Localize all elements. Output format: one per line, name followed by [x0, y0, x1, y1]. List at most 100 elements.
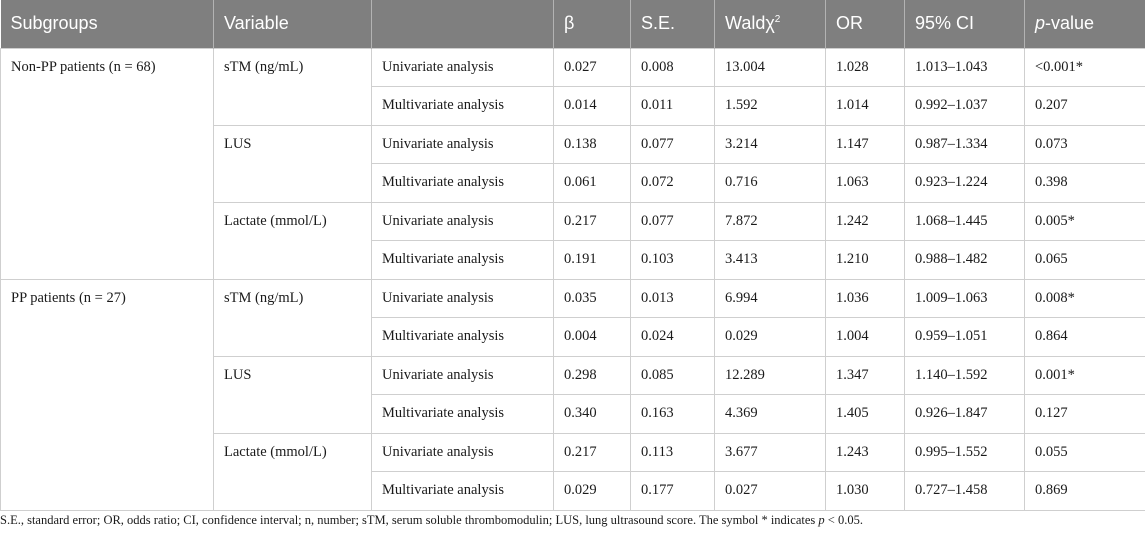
wald-cell: 12.289: [714, 355, 826, 395]
regression-table: Subgroups Variable β S.E. Waldχ2 OR 95% …: [0, 0, 1145, 511]
header-wald: Waldχ2: [714, 0, 826, 48]
analysis-cell: Multivariate analysis: [371, 394, 554, 434]
or-cell: 1.210: [825, 240, 905, 280]
header-wald-superscript: 2: [774, 14, 781, 26]
wald-cell: 0.029: [714, 317, 826, 357]
p-cell: 0.207: [1024, 86, 1145, 126]
beta-cell: 0.004: [553, 317, 631, 357]
wald-cell: 0.027: [714, 471, 826, 511]
beta-cell: 0.029: [553, 471, 631, 511]
p-cell: 0.864: [1024, 317, 1145, 357]
se-cell: 0.008: [630, 47, 715, 87]
variable-cell: sTM (ng/mL): [213, 278, 372, 357]
ci-cell: 0.959–1.051: [904, 317, 1025, 357]
header-se: S.E.: [630, 0, 715, 48]
se-cell: 0.077: [630, 201, 715, 241]
or-cell: 1.243: [825, 432, 905, 472]
or-cell: 1.405: [825, 394, 905, 434]
table-row: Multivariate analysis 0.004 0.024 0.029 1.00…: [1, 317, 1145, 357]
se-cell: 0.011: [630, 86, 715, 126]
beta-cell: 0.217: [553, 432, 631, 472]
analysis-cell: Univariate analysis: [371, 432, 554, 472]
se-cell: 0.103: [630, 240, 715, 280]
header-variable: Variable: [213, 0, 372, 48]
ci-cell: 0.995–1.552: [904, 432, 1025, 472]
table-row: Multivariate analysis 0.061 0.072 0.716 1.06…: [1, 163, 1145, 203]
p-cell: 0.869: [1024, 471, 1145, 511]
analysis-cell: Multivariate analysis: [371, 86, 554, 126]
analysis-cell: Univariate analysis: [371, 201, 554, 241]
header-or: OR: [825, 0, 905, 48]
analysis-cell: Univariate analysis: [371, 124, 554, 164]
ci-cell: 1.140–1.592: [904, 355, 1025, 395]
ci-cell: 0.988–1.482: [904, 240, 1025, 280]
p-cell: 0.073: [1024, 124, 1145, 164]
variable-cell: LUS: [213, 124, 372, 203]
beta-cell: 0.298: [553, 355, 631, 395]
wald-cell: 3.214: [714, 124, 826, 164]
or-cell: 1.242: [825, 201, 905, 241]
footnote-text: S.E., standard error; OR, odds ratio; CI…: [0, 513, 819, 527]
analysis-cell: Univariate analysis: [371, 47, 554, 87]
analysis-cell: Multivariate analysis: [371, 163, 554, 203]
variable-cell: Lactate (mmol/L): [213, 201, 372, 280]
table-row: Non-PP patients (n = 68) sTM (ng/mL) Univa…: [0, 47, 1145, 280]
se-cell: 0.113: [630, 432, 715, 472]
wald-cell: 7.872: [714, 201, 826, 241]
table-row: Multivariate analysis 0.191 0.103 3.413 1.21…: [1, 240, 1145, 280]
ci-cell: 0.727–1.458: [904, 471, 1025, 511]
or-cell: 1.063: [825, 163, 905, 203]
p-cell: 0.055: [1024, 432, 1145, 472]
variable-cell: sTM (ng/mL): [213, 47, 372, 126]
beta-cell: 0.340: [553, 394, 631, 434]
footnote-p-italic: p: [818, 513, 825, 527]
beta-cell: 0.014: [553, 86, 631, 126]
wald-cell: 1.592: [714, 86, 826, 126]
ci-cell: 0.992–1.037: [904, 86, 1025, 126]
se-cell: 0.024: [630, 317, 715, 357]
footnote-tail: < 0.05.: [824, 513, 863, 527]
p-cell: 0.065: [1024, 240, 1145, 280]
or-cell: 1.030: [825, 471, 905, 511]
header-ci: 95% CI: [904, 0, 1025, 48]
p-cell: 0.127: [1024, 394, 1145, 434]
ci-cell: 1.068–1.445: [904, 201, 1025, 241]
or-cell: 1.147: [825, 124, 905, 164]
header-p-value: p-value: [1024, 0, 1145, 48]
beta-cell: 0.138: [553, 124, 631, 164]
analysis-cell: Univariate analysis: [371, 355, 554, 395]
table-row: PP patients (n = 27) sTM (ng/mL) Univariat…: [0, 278, 1145, 511]
se-cell: 0.013: [630, 278, 715, 318]
se-cell: 0.177: [630, 471, 715, 511]
table-row: Multivariate analysis 0.014 0.011 1.592 1.01…: [1, 86, 1145, 126]
se-cell: 0.072: [630, 163, 715, 203]
table-row: Lactate (mmol/L) Univariate analysis 0.217…: [1, 432, 1145, 511]
subgroup-cell: PP patients (n = 27): [0, 278, 214, 511]
header-analysis: [371, 0, 554, 48]
ci-cell: 0.987–1.334: [904, 124, 1025, 164]
analysis-cell: Univariate analysis: [371, 278, 554, 318]
se-cell: 0.077: [630, 124, 715, 164]
se-cell: 0.085: [630, 355, 715, 395]
wald-cell: 3.677: [714, 432, 826, 472]
table-row: Multivariate analysis 0.029 0.177 0.027 1.03…: [1, 471, 1145, 511]
analysis-cell: Multivariate analysis: [371, 317, 554, 357]
subgroup-cell: Non-PP patients (n = 68): [0, 47, 214, 280]
beta-cell: 0.035: [553, 278, 631, 318]
p-cell: 0.008*: [1024, 278, 1145, 318]
header-subgroups: Subgroups: [0, 0, 214, 48]
header-beta: β: [553, 0, 631, 48]
ci-cell: 0.926–1.847: [904, 394, 1025, 434]
ci-cell: 0.923–1.224: [904, 163, 1025, 203]
header-wald-label: Waldχ: [725, 13, 775, 34]
table-row: Lactate (mmol/L) Univariate analysis 0.217…: [1, 201, 1145, 280]
wald-cell: 13.004: [714, 47, 826, 87]
header-row: Subgroups Variable β S.E. Waldχ2 OR 95% …: [0, 0, 1145, 48]
wald-cell: 3.413: [714, 240, 826, 280]
table-row: Multivariate analysis 0.340 0.163 4.369 1.40…: [1, 394, 1145, 434]
or-cell: 1.014: [825, 86, 905, 126]
table-footnote: S.E., standard error; OR, odds ratio; CI…: [0, 513, 1145, 528]
beta-cell: 0.027: [553, 47, 631, 87]
variable-cell: LUS: [213, 355, 372, 434]
beta-cell: 0.191: [553, 240, 631, 280]
